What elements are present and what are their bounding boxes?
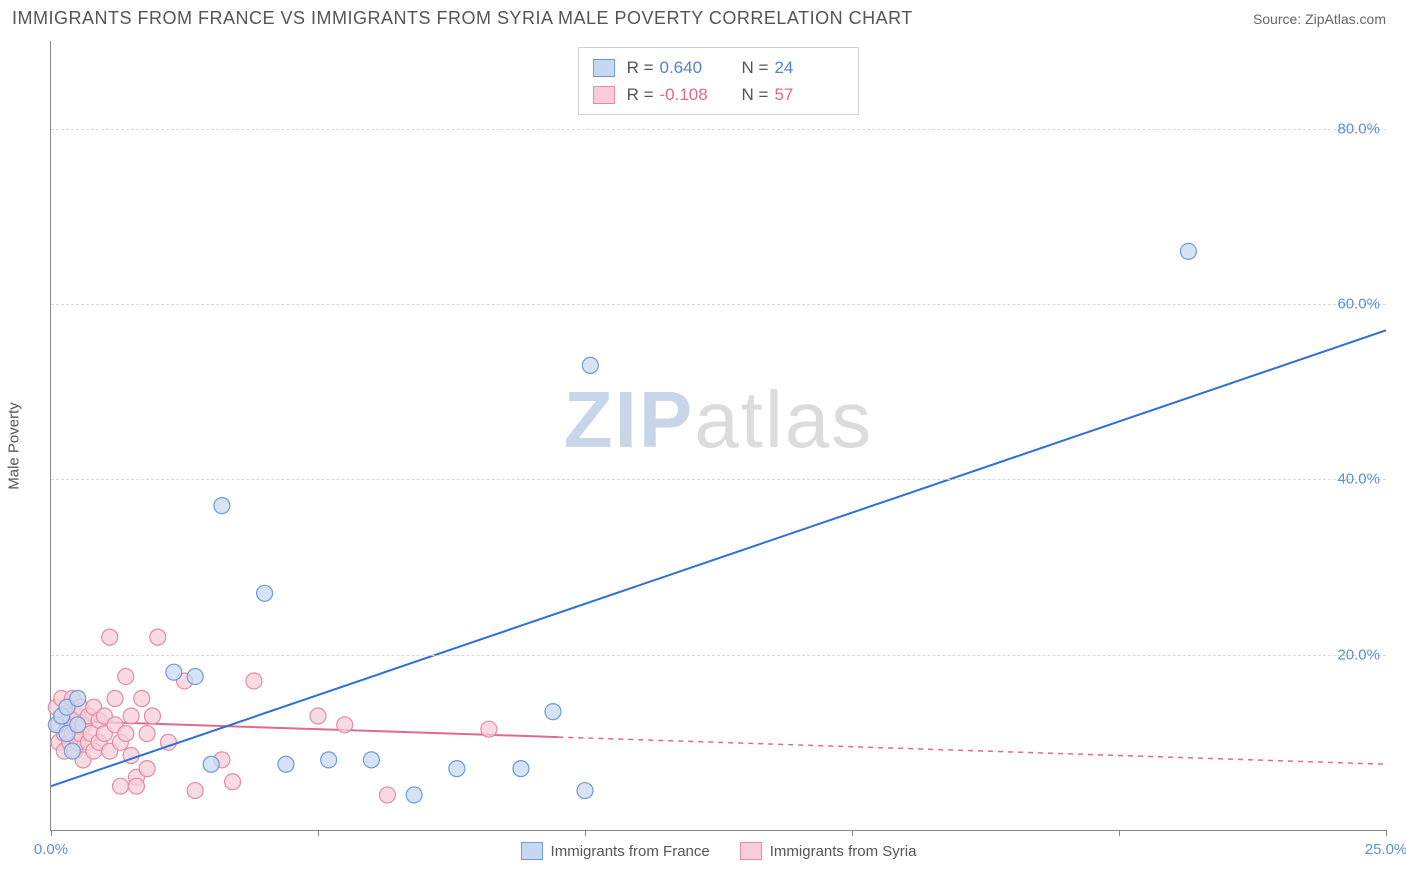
data-point <box>70 717 86 733</box>
data-point <box>481 721 497 737</box>
r-label: R = <box>627 81 654 108</box>
x-tick-mark <box>852 830 853 836</box>
x-tick-mark <box>1386 830 1387 836</box>
data-point <box>123 708 139 724</box>
data-point <box>102 629 118 645</box>
data-point <box>257 585 273 601</box>
source-value: ZipAtlas.com <box>1305 11 1386 27</box>
data-point <box>203 756 219 772</box>
swatch-series-1 <box>593 86 615 104</box>
r-label: R = <box>627 54 654 81</box>
data-point <box>118 726 134 742</box>
scatter-svg <box>51 41 1386 830</box>
legend-item-0: Immigrants from France <box>521 842 710 860</box>
x-tick-mark <box>51 830 52 836</box>
data-point <box>406 787 422 803</box>
x-tick-label: 25.0% <box>1365 841 1406 858</box>
data-point <box>128 778 144 794</box>
legend-item-1: Immigrants from Syria <box>740 842 917 860</box>
trend-line-dashed <box>558 737 1386 764</box>
trend-line-solid <box>51 330 1386 786</box>
stats-row-series-1: R = -0.108 N = 57 <box>593 81 845 108</box>
data-point <box>1180 243 1196 259</box>
y-axis-label: Male Poverty <box>6 402 23 490</box>
data-point <box>246 673 262 689</box>
gridline <box>51 655 1386 656</box>
data-point <box>513 761 529 777</box>
legend-swatch-0 <box>521 842 543 860</box>
data-point <box>187 669 203 685</box>
n-value-series-1: 57 <box>774 81 834 108</box>
swatch-series-0 <box>593 59 615 77</box>
y-tick-label: 60.0% <box>1337 296 1380 313</box>
data-point <box>545 704 561 720</box>
data-point <box>187 783 203 799</box>
data-point <box>337 717 353 733</box>
x-tick-mark <box>1119 830 1120 836</box>
n-value-series-0: 24 <box>774 54 834 81</box>
x-tick-mark <box>318 830 319 836</box>
data-point <box>118 669 134 685</box>
data-point <box>582 357 598 373</box>
chart-plot-area: ZIPatlas R = 0.640 N = 24 R = -0.108 N =… <box>50 41 1386 831</box>
n-label: N = <box>742 81 769 108</box>
data-point <box>310 708 326 724</box>
data-point <box>70 691 86 707</box>
data-point <box>214 498 230 514</box>
stats-row-series-0: R = 0.640 N = 24 <box>593 54 845 81</box>
data-point <box>144 708 160 724</box>
r-value-series-0: 0.640 <box>660 54 720 81</box>
legend-swatch-1 <box>740 842 762 860</box>
data-point <box>107 691 123 707</box>
data-point <box>139 726 155 742</box>
data-point <box>134 691 150 707</box>
title-bar: IMMIGRANTS FROM FRANCE VS IMMIGRANTS FRO… <box>0 0 1406 41</box>
legend-label-0: Immigrants from France <box>551 843 710 860</box>
data-point <box>64 743 80 759</box>
data-point <box>363 752 379 768</box>
gridline <box>51 479 1386 480</box>
data-point <box>449 761 465 777</box>
data-point <box>278 756 294 772</box>
n-label: N = <box>742 54 769 81</box>
series-legend: Immigrants from France Immigrants from S… <box>521 842 917 860</box>
data-point <box>150 629 166 645</box>
r-value-series-1: -0.108 <box>660 81 720 108</box>
x-tick-mark <box>585 830 586 836</box>
data-point <box>112 778 128 794</box>
data-point <box>577 783 593 799</box>
data-point <box>166 664 182 680</box>
data-point <box>139 761 155 777</box>
data-point <box>225 774 241 790</box>
x-tick-label: 0.0% <box>34 841 68 858</box>
legend-label-1: Immigrants from Syria <box>770 843 917 860</box>
correlation-stats-legend: R = 0.640 N = 24 R = -0.108 N = 57 <box>578 47 860 115</box>
gridline <box>51 304 1386 305</box>
gridline <box>51 129 1386 130</box>
source-label: Source: <box>1253 11 1301 27</box>
data-point <box>379 787 395 803</box>
chart-title: IMMIGRANTS FROM FRANCE VS IMMIGRANTS FRO… <box>12 8 913 29</box>
y-tick-label: 40.0% <box>1337 471 1380 488</box>
y-tick-label: 20.0% <box>1337 646 1380 663</box>
source-attribution: Source: ZipAtlas.com <box>1253 11 1386 27</box>
data-point <box>321 752 337 768</box>
y-tick-label: 80.0% <box>1337 120 1380 137</box>
